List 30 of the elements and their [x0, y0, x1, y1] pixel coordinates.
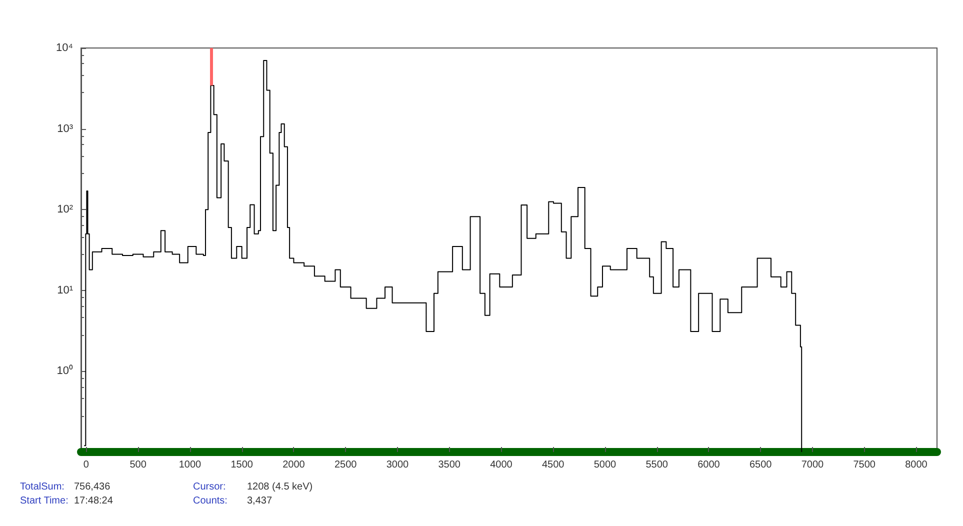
x-tick-label: 8000	[905, 460, 928, 470]
y-tick-label: 10⁴	[56, 42, 74, 54]
x-tick-label: 6000	[698, 460, 720, 470]
x-tick-label: 500	[130, 460, 147, 470]
x-tick-label: 0	[83, 460, 90, 470]
text: Cursor:	[193, 482, 226, 492]
x-tick-label: 7000	[801, 460, 824, 470]
x-tick-label: 5500	[646, 460, 668, 470]
text: 3,437	[247, 496, 272, 506]
x-tick-label: 5000	[594, 460, 617, 470]
y-tick-label: 10⁰	[56, 364, 73, 378]
text: TotalSum:	[20, 482, 64, 492]
x-tick-label: 7500	[853, 460, 876, 470]
x-tick-label: 6500	[749, 460, 772, 470]
x-tick-label: 4500	[542, 460, 565, 470]
x-tick-label: 2000	[282, 460, 306, 470]
y-tick-label: 10¹	[57, 284, 74, 296]
text: Start Time:	[20, 496, 68, 506]
y-tick-label: 10²	[57, 204, 74, 216]
x-tick-label: 2500	[334, 460, 358, 470]
x-tick-label: 4000	[490, 460, 513, 470]
text: Counts:	[193, 496, 228, 506]
x-tick-label: 1500	[230, 460, 254, 470]
text: 1208 (4.5 keV)	[247, 482, 313, 492]
y-tick-label: 10³	[57, 122, 74, 135]
text: 17:48:24	[74, 496, 114, 506]
x-tick-label: 3000	[386, 460, 410, 470]
text: 756,436	[74, 482, 111, 492]
x-tick-label: 3500	[438, 460, 461, 470]
x-tick-label: 1000	[178, 460, 202, 470]
